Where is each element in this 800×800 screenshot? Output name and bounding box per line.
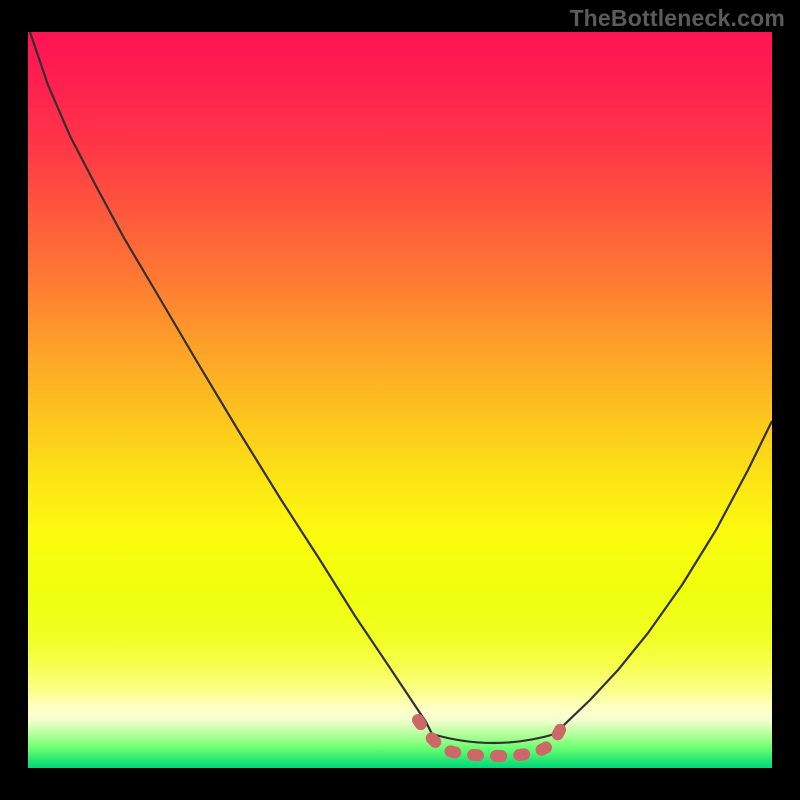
plot-area: [28, 32, 772, 768]
bottleneck-curve: [30, 32, 772, 743]
curve-layer: [28, 32, 772, 768]
watermark-text: TheBottleneck.com: [569, 5, 785, 32]
